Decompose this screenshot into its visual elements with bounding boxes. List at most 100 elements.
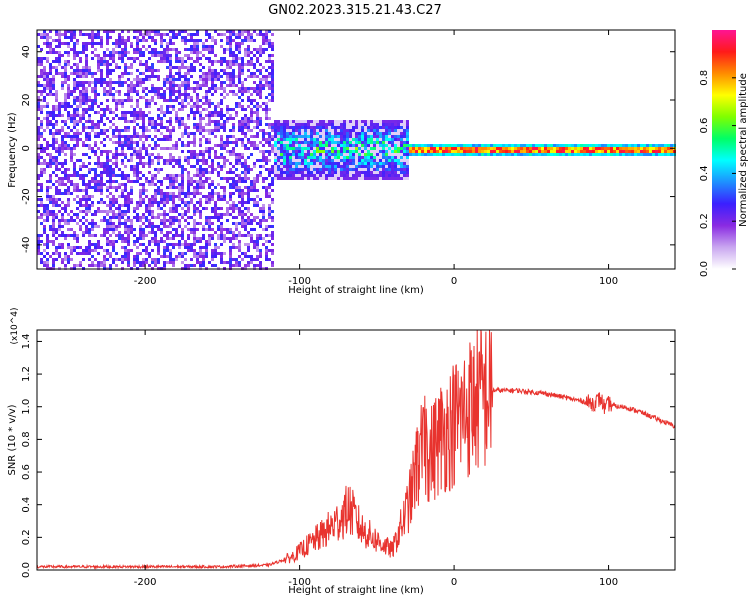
spectrogram-cell: [247, 120, 250, 123]
spectrogram-cell: [106, 105, 109, 108]
spectrogram-cell: [250, 63, 253, 66]
spectrogram-cell: [343, 132, 346, 135]
spectrogram-cell: [40, 108, 43, 111]
spectrogram-cell: [112, 210, 115, 213]
spectrogram-cell: [559, 147, 562, 150]
spectrogram-cell: [46, 147, 49, 150]
spectrogram-cell: [43, 162, 46, 165]
spectrogram-cell: [259, 45, 262, 48]
spectrogram-cell: [187, 171, 190, 174]
spectrogram-cell: [265, 252, 268, 255]
spectrogram-cell: [148, 243, 151, 246]
spectrogram-cell: [127, 120, 130, 123]
spectrogram-cell: [139, 189, 142, 192]
spectrogram-cell: [358, 120, 361, 123]
spectrogram-cell: [136, 213, 139, 216]
spectrogram-cell: [337, 165, 340, 168]
spectrogram-cell: [85, 33, 88, 36]
spectrogram-cell: [160, 222, 163, 225]
spectrogram-cell: [193, 243, 196, 246]
spectrogram-cell: [256, 159, 259, 162]
spectrogram-cell: [52, 222, 55, 225]
spectrogram-cell: [37, 216, 40, 219]
spectrogram-cell: [85, 165, 88, 168]
spectrogram-cell: [256, 51, 259, 54]
spectrogram-cell: [100, 189, 103, 192]
spectrogram-cell: [139, 234, 142, 237]
spectrogram-cell: [316, 123, 319, 126]
spectrogram-cell: [157, 249, 160, 252]
spectrogram-cell: [361, 150, 364, 153]
spectrogram-cell: [601, 144, 604, 147]
spectrogram-cell: [145, 63, 148, 66]
spectrogram-cell: [37, 240, 40, 243]
spectrogram-cell: [70, 39, 73, 42]
spectrogram-cell: [505, 153, 508, 156]
spectrogram-cell: [130, 219, 133, 222]
spectrogram-cell: [304, 165, 307, 168]
spectrogram-cell: [247, 54, 250, 57]
spectrogram-cell: [97, 207, 100, 210]
spectrogram-cell: [49, 123, 52, 126]
spectrogram-cell: [241, 171, 244, 174]
spectrogram-cell: [148, 153, 151, 156]
spectrogram-cell: [508, 150, 511, 153]
spectrogram-cell: [136, 51, 139, 54]
spectrogram-cell: [172, 237, 175, 240]
spectrogram-cell: [121, 81, 124, 84]
spectrogram-cell: [91, 186, 94, 189]
spectrogram-cell: [190, 183, 193, 186]
spectrogram-cell: [133, 264, 136, 267]
colorbar-tick-label: 0.4: [699, 165, 710, 181]
spectrogram-cell: [634, 153, 637, 156]
spectrogram-cell: [238, 105, 241, 108]
spectrogram-cell: [469, 147, 472, 150]
spectrogram-cell: [88, 240, 91, 243]
spectrogram-cell: [106, 150, 109, 153]
spectrogram-cell: [394, 153, 397, 156]
spectrogram-cell: [265, 36, 268, 39]
spectrogram-cell: [73, 249, 76, 252]
spectrogram-cell: [352, 141, 355, 144]
spectrogram-cell: [70, 246, 73, 249]
spectrogram-cell: [193, 219, 196, 222]
spectrogram-cell: [406, 141, 409, 144]
spectrogram-cell: [334, 120, 337, 123]
spectrogram-cell: [397, 144, 400, 147]
spectrogram-cell: [82, 72, 85, 75]
spectrogram-cell: [205, 216, 208, 219]
spectrogram-cell: [244, 30, 247, 33]
spectrogram-cell: [550, 153, 553, 156]
spectrogram-cell: [124, 54, 127, 57]
spectrogram-cell: [526, 144, 529, 147]
spectrogram-cell: [163, 225, 166, 228]
spectrogram-cell: [43, 150, 46, 153]
spectrogram-cell: [259, 69, 262, 72]
spectrogram-cell: [565, 144, 568, 147]
spectrogram-cell: [136, 42, 139, 45]
spectrogram-cell: [73, 54, 76, 57]
spectrogram-cell: [205, 72, 208, 75]
spectrogram-cell: [412, 147, 415, 150]
spectrogram-cell: [94, 84, 97, 87]
spectrogram-cell: [547, 150, 550, 153]
spectrogram-cell: [67, 87, 70, 90]
spectrogram-cell: [475, 147, 478, 150]
spectrogram-cell: [226, 138, 229, 141]
spectrogram-cell: [445, 147, 448, 150]
spectrogram-cell: [547, 144, 550, 147]
spectrogram-cell: [292, 174, 295, 177]
spectrogram-cell: [178, 243, 181, 246]
spectrogram-cell: [388, 162, 391, 165]
spectrogram-cell: [214, 216, 217, 219]
spectrogram-cell: [97, 225, 100, 228]
spectrogram-cell: [232, 69, 235, 72]
spectrogram-cell: [310, 132, 313, 135]
spectrogram-cell: [49, 225, 52, 228]
spectrogram-cell: [46, 162, 49, 165]
spectrogram-cell: [76, 234, 79, 237]
spectrogram-cell: [265, 114, 268, 117]
spectrogram-cell: [259, 264, 262, 267]
spectrogram-cell: [97, 135, 100, 138]
spectrogram-cell: [91, 123, 94, 126]
